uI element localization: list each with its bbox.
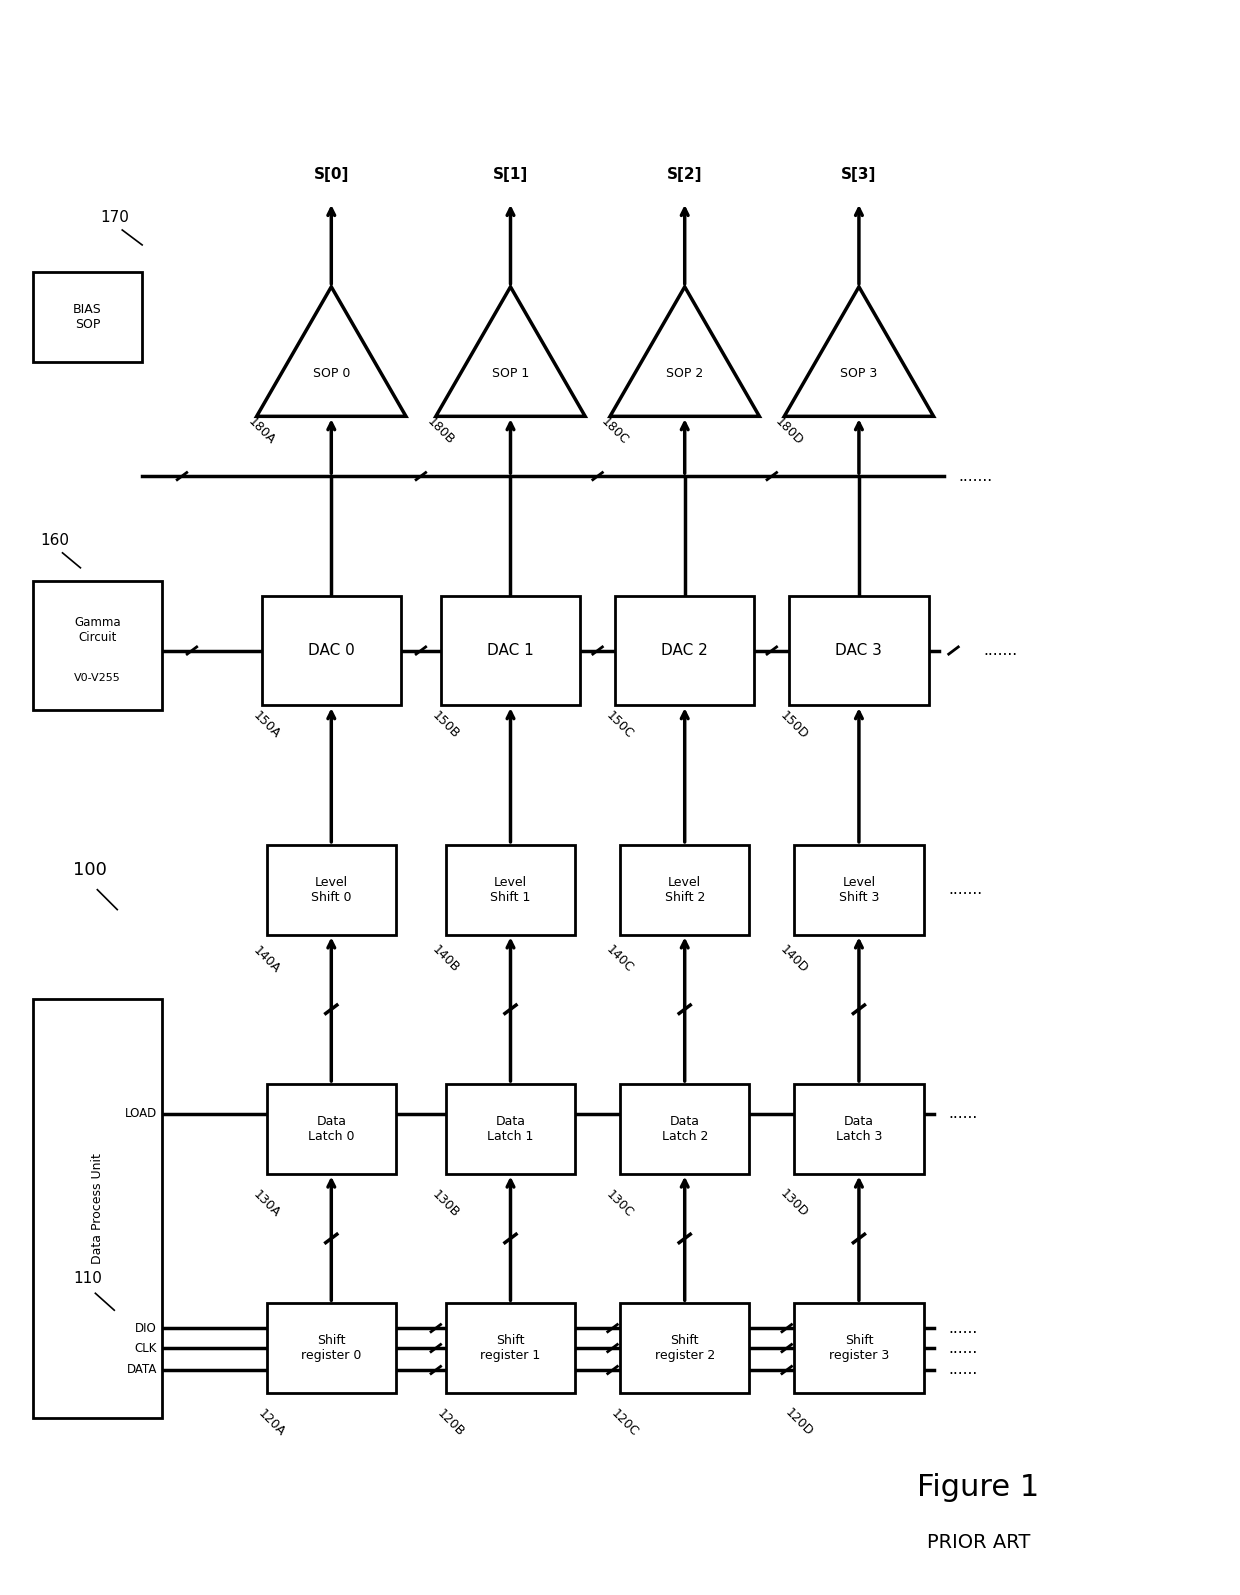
Text: 130B: 130B [430, 1188, 461, 1220]
Text: Level
Shift 3: Level Shift 3 [838, 876, 879, 904]
Text: ......: ...... [949, 1107, 978, 1121]
Text: Level
Shift 1: Level Shift 1 [490, 876, 531, 904]
Text: .......: ....... [959, 469, 992, 483]
Text: 130A: 130A [250, 1188, 283, 1220]
Text: DAC 1: DAC 1 [487, 643, 534, 659]
Text: 160: 160 [40, 533, 69, 549]
Text: Figure 1: Figure 1 [918, 1474, 1039, 1502]
Bar [32, 581, 162, 710]
Text: 120A: 120A [255, 1407, 288, 1439]
Text: ......: ...... [949, 1340, 978, 1356]
Text: 140B: 140B [430, 943, 461, 976]
Text: CLK: CLK [135, 1341, 157, 1354]
Bar [267, 845, 396, 935]
Bar [32, 1000, 162, 1418]
Text: 130C: 130C [604, 1188, 636, 1220]
Text: DAC 2: DAC 2 [661, 643, 708, 659]
Bar [620, 1085, 749, 1174]
Bar [446, 1085, 575, 1174]
Bar [32, 271, 143, 362]
Bar [446, 845, 575, 935]
Text: 120C: 120C [609, 1407, 641, 1439]
Text: Data Process Unit: Data Process Unit [91, 1153, 104, 1263]
Text: S[2]: S[2] [667, 167, 702, 182]
Text: 140C: 140C [604, 943, 636, 976]
Bar [794, 1085, 924, 1174]
Text: 150A: 150A [250, 710, 283, 742]
Text: .......: ....... [983, 643, 1018, 659]
Text: ......: ...... [949, 1321, 978, 1335]
Text: Data
Latch 1: Data Latch 1 [487, 1115, 533, 1144]
Text: SOP 0: SOP 0 [312, 367, 350, 380]
Text: 180B: 180B [425, 415, 456, 447]
Text: 180D: 180D [773, 415, 806, 448]
Text: Shift
register 1: Shift register 1 [480, 1333, 541, 1362]
Text: 100: 100 [73, 861, 108, 879]
Text: Level
Shift 2: Level Shift 2 [665, 876, 704, 904]
Text: 180C: 180C [599, 415, 631, 448]
Text: 140A: 140A [250, 943, 283, 976]
Bar [267, 1303, 396, 1392]
Text: Shift
register 3: Shift register 3 [828, 1333, 889, 1362]
Bar [794, 845, 924, 935]
Text: DATA: DATA [126, 1364, 157, 1376]
Text: SOP 2: SOP 2 [666, 367, 703, 380]
Text: SOP 3: SOP 3 [841, 367, 878, 380]
Text: S[0]: S[0] [314, 167, 348, 182]
Text: Data
Latch 3: Data Latch 3 [836, 1115, 882, 1144]
Bar [267, 1085, 396, 1174]
Bar [615, 595, 754, 705]
Polygon shape [435, 287, 585, 416]
Polygon shape [257, 287, 405, 416]
Text: Data
Latch 0: Data Latch 0 [308, 1115, 355, 1144]
Bar [620, 845, 749, 935]
Text: SOP 1: SOP 1 [492, 367, 529, 380]
Text: 180A: 180A [246, 415, 278, 447]
Text: S[3]: S[3] [841, 167, 877, 182]
Text: 120D: 120D [782, 1407, 816, 1439]
Text: Data
Latch 2: Data Latch 2 [661, 1115, 708, 1144]
Text: V0-V255: V0-V255 [74, 673, 120, 683]
Text: DAC 0: DAC 0 [308, 643, 355, 659]
Text: PRIOR ART: PRIOR ART [926, 1533, 1030, 1552]
Text: ......: ...... [949, 1362, 978, 1378]
Text: 150D: 150D [777, 708, 811, 742]
Text: 120B: 120B [435, 1407, 466, 1439]
Text: 110: 110 [73, 1271, 102, 1286]
Text: 140D: 140D [777, 943, 811, 976]
Text: 130D: 130D [777, 1187, 811, 1220]
Bar [620, 1303, 749, 1392]
Text: Shift
register 0: Shift register 0 [301, 1333, 362, 1362]
Bar [794, 1303, 924, 1392]
Bar [262, 595, 401, 705]
Text: .......: ....... [949, 882, 982, 896]
Text: LOAD: LOAD [125, 1107, 157, 1120]
Text: Shift
register 2: Shift register 2 [655, 1333, 714, 1362]
Text: Level
Shift 0: Level Shift 0 [311, 876, 352, 904]
Text: DIO: DIO [135, 1322, 157, 1335]
Polygon shape [610, 287, 759, 416]
Bar [446, 1303, 575, 1392]
Text: BIAS
SOP: BIAS SOP [73, 303, 102, 330]
Bar [440, 595, 580, 705]
Text: 170: 170 [100, 209, 129, 225]
Text: Gamma
Circuit: Gamma Circuit [74, 616, 120, 644]
Polygon shape [784, 287, 934, 416]
Text: 150C: 150C [604, 710, 636, 742]
Bar [789, 595, 929, 705]
Text: S[1]: S[1] [492, 167, 528, 182]
Text: DAC 3: DAC 3 [836, 643, 883, 659]
Text: 150B: 150B [430, 710, 461, 742]
